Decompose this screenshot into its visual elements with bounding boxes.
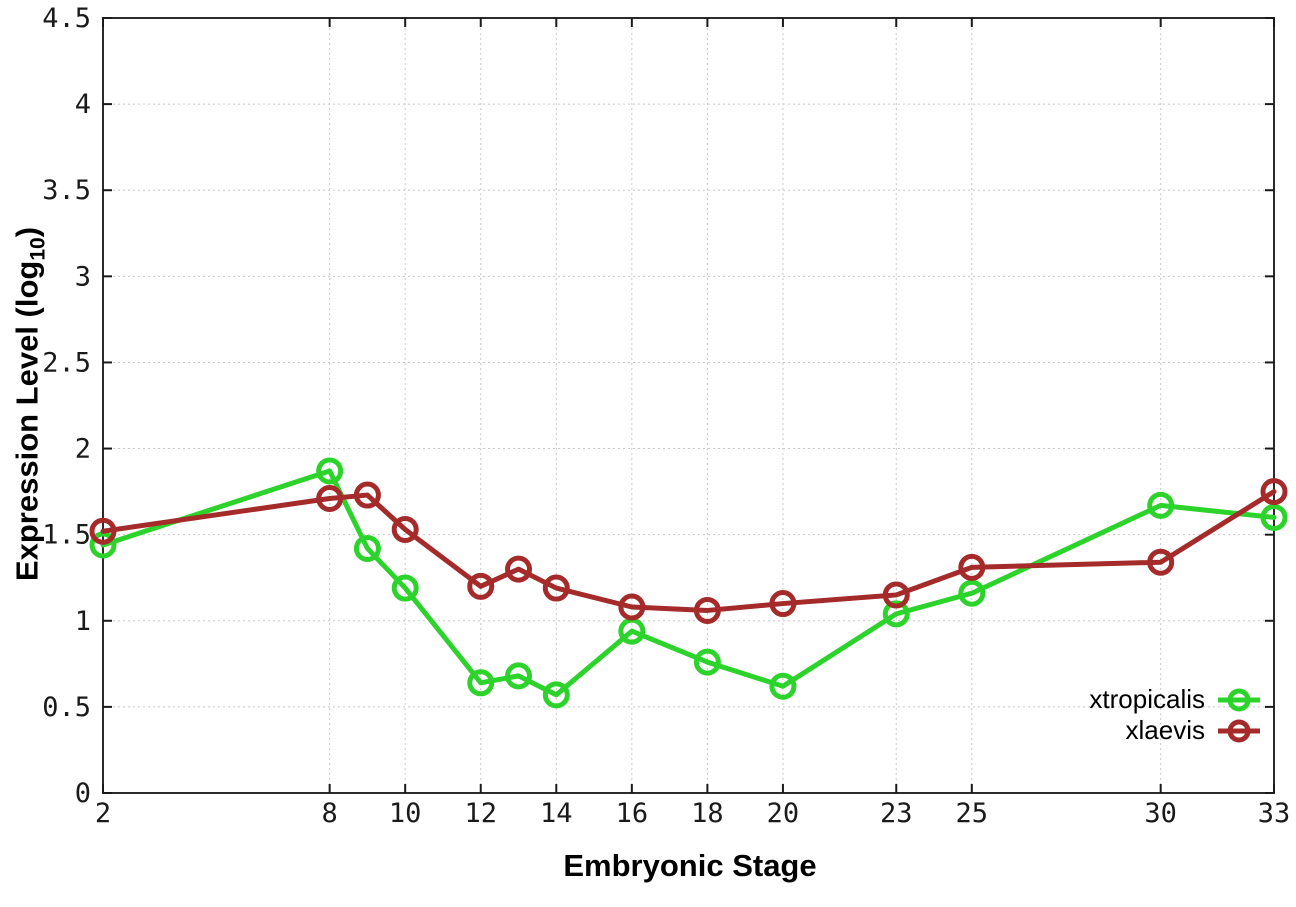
data-point-xlaevis [467,572,495,600]
x-tick-label: 12 [464,798,497,829]
data-point-xtropicalis [958,579,986,607]
data-point-xlaevis [958,553,986,581]
data-point-xtropicalis [542,681,570,709]
y-tick-label: 3 [75,261,91,292]
x-tick-label: 8 [322,798,338,829]
data-point-xlaevis [1260,478,1288,506]
data-point-xlaevis [391,516,419,543]
legend-marker-icon [1218,688,1260,711]
data-point-xtropicalis [1147,491,1175,519]
x-tick-label: 33 [1258,798,1291,829]
y-tick-label: 1.5 [42,520,91,551]
y-tick-label: 3.5 [42,175,91,206]
legend-item-xlaevis: xlaevis [1089,715,1262,746]
data-point-xtropicalis [1260,503,1288,531]
data-point-xlaevis [89,517,117,545]
x-axis-title: Embryonic Stage [563,848,817,883]
y-tick-label: 4.5 [42,3,91,34]
y-tick-label: 1 [75,606,91,637]
data-point-xlaevis [505,555,533,583]
y-tick-label: 0 [75,778,91,809]
x-tick-label: 14 [540,798,573,829]
data-point-xtropicalis [316,457,344,485]
series-line-xlaevis [100,489,1277,613]
data-point-xtropicalis [769,672,797,700]
legend-marker-icon [1218,719,1260,742]
data-point-xtropicalis [693,648,721,676]
y-tick-label: 4 [75,89,91,120]
data-point-xtropicalis [353,534,381,562]
data-point-xlaevis [316,485,344,512]
data-point-xlaevis [882,581,910,609]
legend-label-xlaevis: xlaevis [1125,715,1205,745]
y-axis-title-text: Expression Level (log [9,260,45,582]
data-point-xtropicalis [882,600,910,628]
y-tick-label: 2 [75,434,91,465]
x-tick-label: 23 [880,798,913,829]
data-point-xlaevis [1147,548,1175,576]
x-tick-label: 16 [616,798,649,829]
x-tick-label: 18 [691,798,724,829]
y-axis-title-close: ) [9,226,45,238]
data-point-xlaevis [769,590,797,618]
data-point-xlaevis [693,596,721,624]
data-point-xlaevis [542,574,570,602]
plot-border [102,17,1275,794]
data-point-xtropicalis [505,662,533,690]
y-axis-title-subscript: 10 [26,237,50,261]
data-point-xtropicalis [89,531,117,559]
x-tick-label: 10 [389,798,422,829]
data-point-xlaevis [353,481,381,509]
data-point-xtropicalis [391,574,419,602]
y-tick-label: 0.5 [42,692,91,723]
data-point-xlaevis [618,593,646,621]
y-tick-label: 2.5 [42,347,91,378]
data-point-xtropicalis [467,669,495,697]
x-tick-label: 2 [95,798,111,829]
x-tick-label: 20 [767,798,800,829]
x-tick-label: 25 [956,798,989,829]
legend-item-xtropicalis: xtropicalis [1089,684,1262,715]
x-tick-label: 30 [1144,798,1177,829]
legend: xtropicalis xlaevis [1089,684,1262,746]
legend-label-xtropicalis: xtropicalis [1089,684,1205,714]
y-axis-title: Expression Level (log10) [10,227,51,581]
